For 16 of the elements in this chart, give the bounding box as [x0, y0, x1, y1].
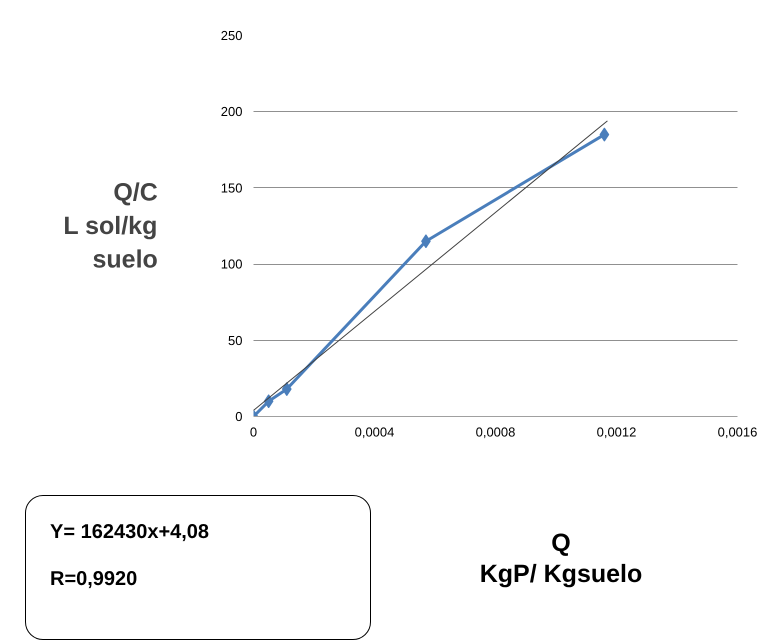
- y-tick-label: 200: [220, 104, 243, 120]
- text: Y= 162430x+4,08: [50, 520, 210, 545]
- point: [282, 382, 292, 396]
- y-tick-label: 150: [220, 180, 243, 196]
- y-axis-title: Q/C L sol/kg suelo: [63, 178, 158, 274]
- y-tick-label: 250: [220, 28, 243, 43]
- x-tick-label: 0,0012: [596, 424, 636, 440]
- text: R=0,9920: [50, 566, 138, 592]
- y-tick-label: 0: [235, 409, 243, 424]
- y-tick-label: 100: [220, 256, 243, 272]
- x-tick-label: 0,0008: [476, 424, 516, 440]
- y-tick-label: 50: [228, 332, 243, 348]
- x-axis-title: Q KgP/ Kgsuelo: [480, 528, 642, 590]
- x-tick-label: 0,0016: [718, 424, 758, 440]
- x-tick-label: 0,0004: [354, 424, 394, 440]
- x-tick-label: 0: [250, 424, 258, 440]
